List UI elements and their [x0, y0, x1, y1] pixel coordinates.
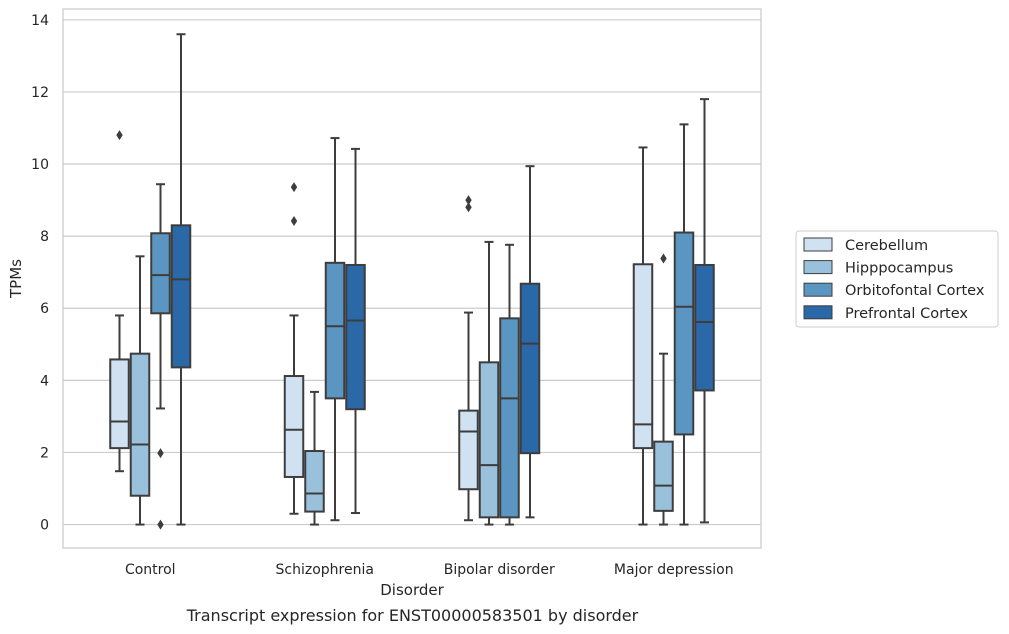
outlier-point	[465, 195, 472, 206]
iqr-box	[478, 361, 500, 519]
y-tick-label: 10	[31, 157, 49, 173]
x-tick-label: Major depression	[614, 562, 734, 578]
box-orbitofontal-cortex	[324, 137, 346, 522]
iqr-box	[304, 450, 325, 513]
iqr-box	[673, 231, 695, 436]
y-tick-label: 12	[31, 85, 49, 101]
legend-label: Hipppocampus	[845, 261, 953, 277]
x-tick-labels: Control Schizophrenia Bipolar disorder Majo…	[125, 562, 734, 578]
x-axis-label: Disorder	[380, 581, 444, 599]
y-tick-label: 8	[40, 229, 49, 245]
y-tick-label: 0	[40, 518, 49, 534]
iqr-box	[345, 263, 366, 411]
box-orbitofontal-cortex	[673, 123, 695, 526]
outlier-point	[465, 202, 472, 213]
legend-label: Cerebellum	[845, 238, 928, 254]
legend-swatch	[803, 282, 833, 297]
iqr-box	[499, 317, 520, 519]
y-tick-label: 4	[40, 373, 49, 389]
outlier-point	[116, 130, 123, 141]
legend-swatch	[803, 260, 833, 275]
y-tick-label: 6	[40, 301, 49, 317]
y-tick-labels: 0 2 4 6 8 10 12 14	[31, 13, 49, 534]
legend-label: Prefrontal Cortex	[845, 306, 968, 322]
box-cerebellum	[632, 146, 654, 526]
legend-swatch	[803, 305, 833, 320]
legend-frame	[795, 230, 999, 328]
plot-frame	[62, 8, 762, 549]
box-plots	[109, 33, 715, 530]
x-tick-label: Control	[125, 562, 176, 578]
iqr-box	[324, 261, 346, 400]
box-hipppocampus	[478, 240, 500, 526]
iqr-box	[632, 263, 654, 450]
y-axis-label: TPMs	[7, 259, 25, 299]
box-prefrontal-cortex	[345, 147, 366, 515]
outlier-point	[157, 519, 164, 530]
iqr-box	[694, 263, 715, 392]
iqr-box	[458, 409, 479, 491]
iqr-box	[150, 232, 171, 315]
box-prefrontal-cortex	[519, 165, 541, 519]
outlier-point	[290, 182, 298, 193]
legend-swatch	[803, 237, 833, 252]
legend: Cerebellum Hipppocampus Orbitofontal Corte…	[795, 230, 999, 328]
box-cerebellum	[458, 195, 479, 522]
box-hipppocampus	[304, 390, 325, 526]
y-tick-label: 14	[31, 13, 49, 29]
y-tick-label: 2	[40, 445, 49, 461]
iqr-box	[129, 352, 151, 497]
box-orbitofontal-cortex	[499, 243, 520, 526]
iqr-box	[109, 358, 130, 450]
iqr-box	[283, 375, 305, 478]
iqr-box	[519, 282, 541, 455]
box-cerebellum	[109, 130, 130, 473]
box-cerebellum	[283, 182, 305, 515]
legend-label: Orbitofontal Cortex	[845, 283, 985, 299]
box-hipppocampus	[129, 255, 151, 526]
box-prefrontal-cortex	[170, 33, 192, 526]
outlier-point	[290, 215, 298, 226]
box-prefrontal-cortex	[694, 98, 715, 524]
outlier-point	[157, 448, 164, 459]
figure-caption: Transcript expression for ENST0000058350…	[186, 606, 639, 625]
outlier-point	[660, 253, 667, 264]
box-hipppocampus	[653, 253, 674, 526]
iqr-box	[170, 224, 192, 369]
x-tick-label: Bipolar disorder	[444, 562, 555, 578]
box-orbitofontal-cortex	[150, 183, 171, 530]
x-tick-label: Schizophrenia	[276, 562, 374, 578]
iqr-box	[653, 440, 674, 512]
